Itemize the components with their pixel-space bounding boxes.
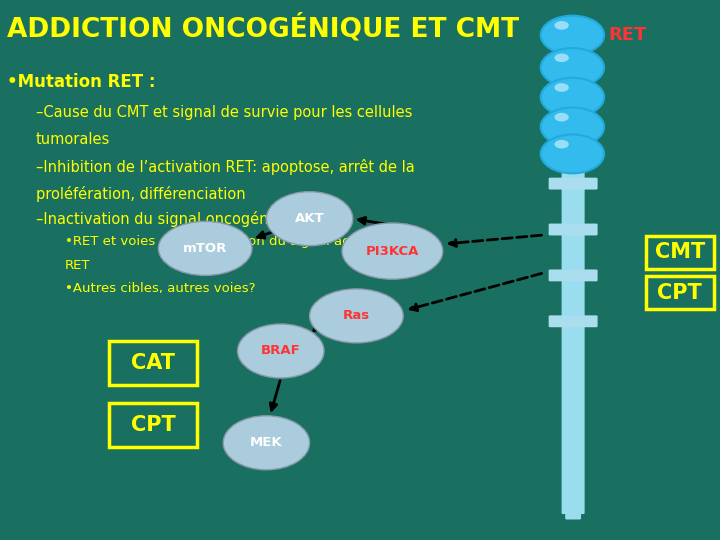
Text: –Inactivation du signal oncogénique:: –Inactivation du signal oncogénique: [36,211,305,227]
Ellipse shape [554,113,569,122]
Text: •Mutation RET :: •Mutation RET : [7,73,156,91]
Text: proléfération, différenciation: proléfération, différenciation [36,186,246,202]
Ellipse shape [342,223,443,279]
Text: Ras: Ras [343,309,370,322]
Text: •RET et voies de transduction du signal activées par: •RET et voies de transduction du signal … [65,235,416,248]
FancyBboxPatch shape [646,276,714,309]
FancyBboxPatch shape [109,341,197,385]
Text: RET: RET [65,259,90,272]
Ellipse shape [554,83,569,92]
Text: CMT: CMT [654,242,705,262]
FancyBboxPatch shape [549,269,598,281]
Text: ADDICTION ONCOGÉNIQUE ET CMT: ADDICTION ONCOGÉNIQUE ET CMT [7,14,519,42]
FancyBboxPatch shape [565,485,581,519]
Ellipse shape [223,416,310,470]
Text: tumorales: tumorales [36,132,110,147]
Text: PI3KCA: PI3KCA [366,245,419,258]
Text: CPT: CPT [657,283,702,303]
Ellipse shape [554,53,569,62]
FancyBboxPatch shape [109,403,197,447]
Text: MEK: MEK [250,436,283,449]
Ellipse shape [541,134,604,173]
Text: CPT: CPT [130,415,176,435]
FancyBboxPatch shape [646,236,714,269]
Ellipse shape [266,192,353,246]
Ellipse shape [541,48,604,87]
FancyBboxPatch shape [562,166,585,514]
Text: CAT: CAT [131,353,175,373]
FancyBboxPatch shape [549,315,598,327]
Ellipse shape [158,221,252,275]
Text: RET: RET [608,26,647,44]
Ellipse shape [541,16,604,55]
FancyBboxPatch shape [549,178,598,190]
Text: •Autres cibles, autres voies?: •Autres cibles, autres voies? [65,282,256,295]
Text: mTOR: mTOR [183,242,228,255]
Text: –Cause du CMT et signal de survie pour les cellules: –Cause du CMT et signal de survie pour l… [36,105,413,120]
Text: –Inhibition de l’activation RET: apoptose, arrêt de la: –Inhibition de l’activation RET: apoptos… [36,159,415,176]
Ellipse shape [238,324,324,378]
Ellipse shape [554,140,569,149]
Ellipse shape [554,21,569,30]
FancyBboxPatch shape [549,224,598,235]
Ellipse shape [541,78,604,117]
Text: BRAF: BRAF [261,345,301,357]
Text: AKT: AKT [294,212,325,225]
Ellipse shape [541,107,604,146]
Ellipse shape [310,289,403,343]
